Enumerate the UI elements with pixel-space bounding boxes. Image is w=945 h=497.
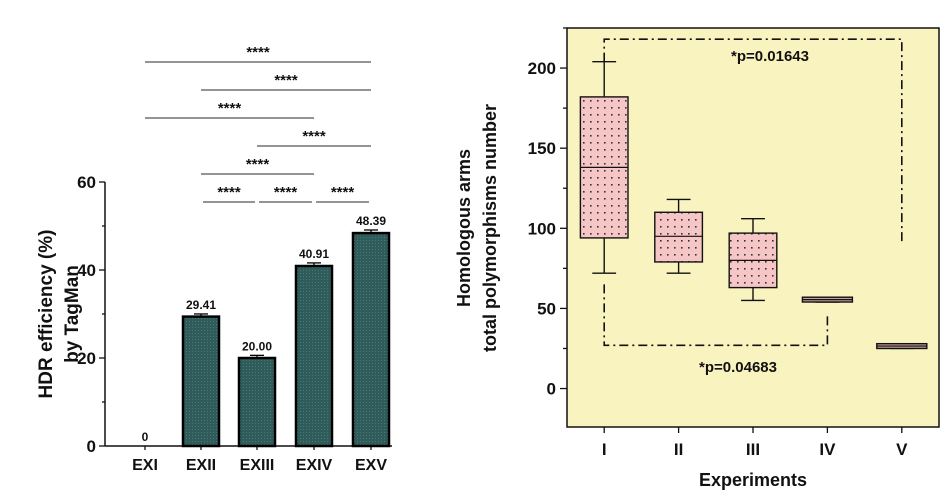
y-tick-label: 50 [537, 299, 556, 318]
y-tick-label: 60 [77, 173, 96, 192]
p-value-label: *p=0.04683 [699, 359, 777, 376]
y-tick-label: 40 [77, 261, 96, 280]
x-tick-label: IV [819, 440, 836, 459]
y-axis-label: HDR efficiency (%) by TagMan [36, 230, 83, 399]
significance-bracket [603, 284, 829, 347]
x-tick-label: II [674, 440, 683, 459]
bar-chart: 0 20 40 60 HDR efficiency (%) by TagMan 0 EXI 29… [36, 44, 392, 474]
x-tick-label: EXIV [296, 457, 333, 474]
x-tick-label: EXV [355, 457, 387, 474]
bar [237, 356, 277, 448]
p-value-label: *p=0.01643 [731, 48, 809, 65]
significance-label: **** [274, 72, 298, 89]
significance-label: **** [218, 100, 242, 117]
y-tick-label: 0 [547, 380, 556, 399]
data-label: 40.91 [299, 247, 329, 261]
data-label: 48.39 [356, 214, 386, 228]
bar [294, 264, 334, 448]
significance-label: **** [302, 128, 326, 145]
data-label: 0 [142, 430, 149, 444]
significance-label: **** [246, 156, 270, 173]
y-tick-label: 200 [528, 59, 556, 78]
x-tick-label: III [746, 440, 760, 459]
box-chart: 0 50 100 150 200 Homologous arms total polymor… [454, 27, 940, 490]
bar [181, 315, 221, 448]
y-axis-label-line: total polymorphisms number [480, 104, 500, 352]
significance-label: **** [331, 184, 355, 201]
significance-bracket [603, 38, 903, 242]
box [654, 211, 704, 263]
x-tick-label: EXIII [240, 457, 275, 474]
y-tick-label: 0 [87, 437, 96, 456]
data-label: 29.41 [186, 298, 216, 312]
y-axis-label-line: HDR efficiency (%) [36, 230, 57, 399]
data-label: 20.00 [242, 339, 272, 353]
x-tick-label: EXI [132, 457, 158, 474]
significance-label: **** [274, 184, 298, 201]
y-axis-label: Homologous arms total polymorphisms numbe… [454, 104, 500, 352]
x-tick-label: EXII [186, 457, 216, 474]
significance-label: **** [246, 44, 270, 61]
y-tick-label: 20 [77, 349, 96, 368]
bar [351, 231, 391, 448]
y-axis-label-line: by TagMan [62, 265, 83, 363]
x-tick-label: V [896, 440, 908, 459]
y-tick-label: 150 [528, 139, 556, 158]
x-tick-label: I [602, 440, 607, 459]
significance-label: **** [217, 184, 241, 201]
x-axis-label: Experiments [699, 470, 807, 490]
y-tick-label: 100 [528, 219, 556, 238]
y-axis-label-line: Homologous arms [454, 149, 474, 307]
